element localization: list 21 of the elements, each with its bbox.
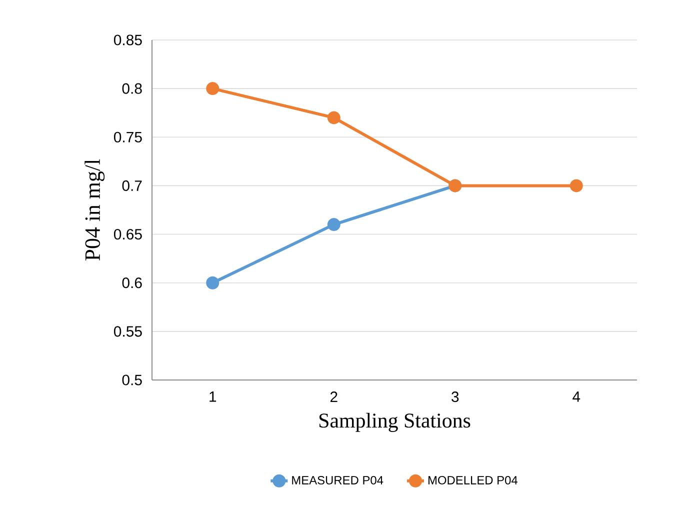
x-tick-label: 3: [452, 392, 459, 402]
y-tick-label: 0.8: [122, 83, 142, 94]
x-tick-label: 4: [572, 392, 580, 402]
point: [570, 179, 583, 192]
y-axis-title: P04 in mg/l: [84, 159, 105, 261]
point: [327, 111, 340, 124]
y-tick-label: 0.6: [122, 278, 142, 288]
x-tick-label: 1: [210, 392, 216, 402]
point: [206, 82, 220, 96]
y-tick-label: 0.75: [114, 132, 142, 142]
y-tick-label: 0.85: [114, 34, 142, 46]
point: [327, 218, 340, 232]
y-tick-label: 0.7: [122, 180, 142, 191]
legend-label: MODELLED P04: [428, 476, 518, 484]
x-axis-title: Sampling Stations: [319, 412, 470, 432]
y-tick-label: 0.5: [122, 374, 142, 386]
point: [206, 276, 220, 290]
x-tick-label: 2: [330, 392, 338, 402]
y-tick-label: 0.65: [114, 228, 142, 240]
legend-label: MEASURED P04: [292, 476, 384, 484]
y-tick-label: 0.55: [114, 326, 142, 337]
